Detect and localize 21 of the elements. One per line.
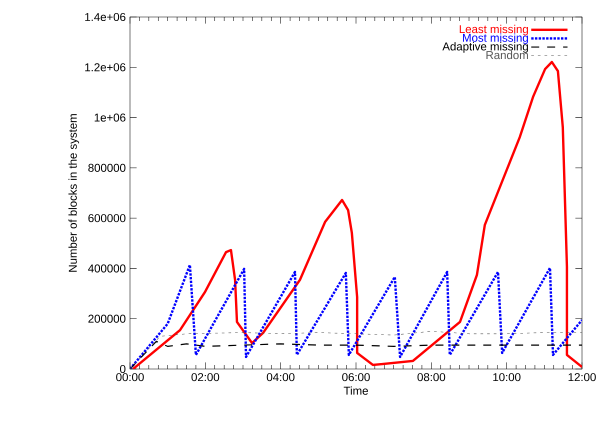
x-tick-label: 06:00	[342, 373, 370, 382]
y-tick-label: 800000	[88, 164, 126, 172]
x-axis-title: Time	[344, 386, 368, 395]
y-tick-label: 1.4e+06	[85, 12, 126, 22]
line-series	[130, 331, 582, 369]
y-tick-label: 400000	[88, 264, 126, 272]
y-tick-label: 1.2e+06	[85, 63, 126, 72]
x-tick-label: 10:00	[493, 373, 521, 382]
x-tick-label: 08:00	[417, 373, 446, 382]
line-series	[132, 60, 582, 369]
y-tick-label: 600000	[88, 214, 126, 222]
x-tick-label: 02:00	[191, 373, 220, 382]
x-tick-label: 04:00	[266, 373, 295, 382]
x-tick-label: 12:00	[568, 373, 596, 382]
y-tick-label: 0	[120, 364, 126, 374]
y-axis-title: Number of blocks in the system	[68, 114, 80, 272]
y-tick-label: 1e+06	[94, 114, 126, 122]
line-series	[130, 264, 582, 369]
x-tick-label: 00:00	[116, 373, 144, 382]
y-tick-label: 200000	[88, 314, 126, 323]
legend-label: Random	[486, 50, 528, 60]
